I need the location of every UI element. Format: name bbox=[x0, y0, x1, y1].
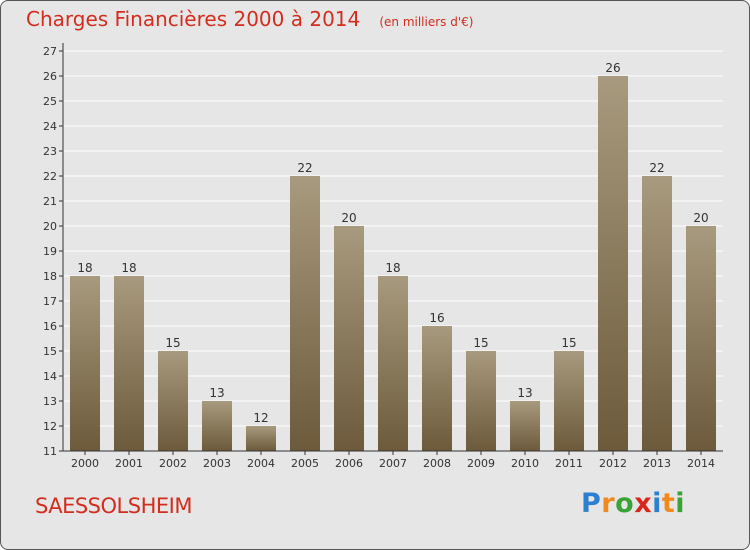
commune-name: SAESSOLSHEIM bbox=[35, 494, 192, 518]
x-tick-label: 2011 bbox=[555, 457, 583, 470]
data-label: 16 bbox=[429, 311, 444, 325]
logo-letter: i bbox=[652, 488, 662, 519]
y-tick-label: 14 bbox=[43, 370, 57, 383]
bar-2000 bbox=[70, 276, 100, 451]
y-tick-label: 13 bbox=[43, 395, 57, 408]
data-label: 15 bbox=[473, 336, 488, 350]
data-label: 18 bbox=[385, 261, 400, 275]
y-tick-label: 26 bbox=[43, 70, 57, 83]
y-tick-label: 15 bbox=[43, 345, 57, 358]
data-label: 15 bbox=[165, 336, 180, 350]
bar-2005 bbox=[290, 176, 320, 451]
y-tick-label: 16 bbox=[43, 320, 57, 333]
logo-letter: i bbox=[675, 488, 686, 519]
x-tick-label: 2006 bbox=[335, 457, 363, 470]
y-tick-label: 25 bbox=[43, 95, 57, 108]
bar-2009 bbox=[466, 351, 496, 451]
bar-2003 bbox=[202, 401, 232, 451]
y-tick-label: 23 bbox=[43, 145, 57, 158]
data-label: 18 bbox=[77, 261, 92, 275]
bar-2014 bbox=[686, 226, 716, 451]
x-tick-label: 2005 bbox=[291, 457, 319, 470]
y-axis: 11 12 13 14 15 16 17 18 19 20 21 22 23 24 25 26 27 bbox=[43, 43, 64, 458]
x-tick-label: 2000 bbox=[71, 457, 99, 470]
y-tick-label: 21 bbox=[43, 195, 57, 208]
data-label: 20 bbox=[341, 211, 356, 225]
data-label: 13 bbox=[517, 386, 532, 400]
logo-letter: x bbox=[634, 488, 653, 519]
x-tick-label: 2001 bbox=[115, 457, 143, 470]
y-tick-label: 24 bbox=[43, 120, 57, 133]
bar-2007 bbox=[378, 276, 408, 451]
y-tick-label: 12 bbox=[43, 420, 57, 433]
y-tick-label: 20 bbox=[43, 220, 57, 233]
logo-letter: t bbox=[661, 488, 676, 519]
proxiti-logo: Proxiti bbox=[581, 488, 685, 519]
y-tick-label: 27 bbox=[43, 45, 57, 58]
y-tick-label: 22 bbox=[43, 170, 57, 183]
y-tick-label: 11 bbox=[43, 445, 57, 458]
logo-letter: P bbox=[581, 488, 602, 519]
data-label: 22 bbox=[297, 161, 312, 175]
y-tick-label: 19 bbox=[43, 245, 57, 258]
x-tick-label: 2008 bbox=[423, 457, 451, 470]
data-label: 15 bbox=[561, 336, 576, 350]
x-tick-label: 2014 bbox=[687, 457, 715, 470]
x-tick-label: 2010 bbox=[511, 457, 539, 470]
bar-2006 bbox=[334, 226, 364, 451]
chart-title: Charges Financières 2000 à 2014 bbox=[26, 7, 361, 31]
data-label: 12 bbox=[253, 411, 268, 425]
bar-2013 bbox=[642, 176, 672, 451]
bar-2011 bbox=[554, 351, 584, 451]
logo-letter: o bbox=[615, 488, 635, 519]
data-label: 18 bbox=[121, 261, 136, 275]
data-label: 22 bbox=[649, 161, 664, 175]
x-tick-label: 2004 bbox=[247, 457, 275, 470]
title-block: Charges Financières 2000 à 2014 (en mill… bbox=[26, 7, 473, 31]
bar-2001 bbox=[114, 276, 144, 451]
data-label: 13 bbox=[209, 386, 224, 400]
data-label: 26 bbox=[605, 61, 620, 75]
x-tick-label: 2013 bbox=[643, 457, 671, 470]
data-label: 20 bbox=[693, 211, 708, 225]
bar-2002 bbox=[158, 351, 188, 451]
logo-letter: r bbox=[601, 488, 616, 519]
y-tick-label: 17 bbox=[43, 295, 57, 308]
x-tick-label: 2009 bbox=[467, 457, 495, 470]
bar-2012 bbox=[598, 76, 628, 451]
bar-2004 bbox=[246, 426, 276, 451]
x-tick-label: 2007 bbox=[379, 457, 407, 470]
bars-group bbox=[70, 76, 716, 451]
data-labels: 18 18 15 13 12 22 20 18 16 15 13 15 26 22 20 bbox=[77, 61, 708, 425]
x-tick-label: 2003 bbox=[203, 457, 231, 470]
x-axis: 2000 2001 2002 2003 2004 2005 2006 2007 2008 2009… bbox=[63, 450, 723, 470]
chart-unit: (en milliers d'€) bbox=[379, 15, 474, 29]
bar-2010 bbox=[510, 401, 540, 451]
x-tick-label: 2012 bbox=[599, 457, 627, 470]
x-tick-label: 2002 bbox=[159, 457, 187, 470]
y-tick-label: 18 bbox=[43, 270, 57, 283]
bar-2008 bbox=[422, 326, 452, 451]
